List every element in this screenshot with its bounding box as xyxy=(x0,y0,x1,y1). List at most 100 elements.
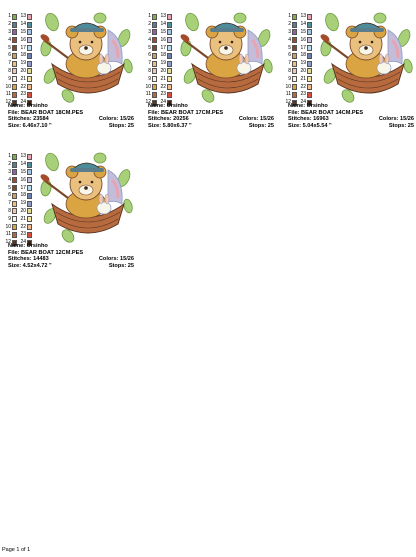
design-card: 1 13 2 14 3 15 4 16 5 17 6 18 7 19 8 20 9 21 10 22 11 23 12 24 xyxy=(2,8,134,129)
thread-number: 9 xyxy=(8,75,11,82)
thread-swatch xyxy=(167,52,172,59)
thread-swatch xyxy=(12,68,17,75)
thread-swatch xyxy=(27,45,32,52)
design-stops: Stops: 25 xyxy=(108,122,134,129)
thread-number: 17 xyxy=(160,44,166,51)
thread-number: 9 xyxy=(148,75,151,82)
thread-number: 8 xyxy=(148,67,151,74)
thread-color-row: 6 18 xyxy=(2,52,46,60)
thread-color-row: 5 17 xyxy=(2,184,46,192)
thread-swatch xyxy=(152,52,157,59)
thread-swatch xyxy=(27,60,32,67)
thread-swatch xyxy=(12,45,17,52)
thread-swatch xyxy=(27,169,32,176)
thread-swatch xyxy=(152,84,157,91)
thread-number: 5 xyxy=(8,184,11,191)
thread-number: 12 xyxy=(5,239,11,246)
bear-boat-embroidery-image xyxy=(320,12,413,103)
thread-number: 14 xyxy=(20,161,26,168)
thread-swatch xyxy=(307,29,312,36)
thread-color-list: 1 13 2 14 3 15 4 16 5 17 6 18 7 19 8 20 9 21 10 22 11 23 12 24 xyxy=(142,13,186,107)
thread-number: 10 xyxy=(285,83,291,90)
thread-number: 20 xyxy=(160,67,166,74)
thread-swatch xyxy=(292,99,297,106)
thread-number: 4 xyxy=(8,176,11,183)
design-stitches: Stitches: 23584 xyxy=(8,116,49,123)
thread-color-row: 11 23 xyxy=(282,91,326,99)
thread-color-list: 1 13 2 14 3 15 4 16 5 17 6 18 7 19 8 20 9 21 10 22 11 23 12 24 xyxy=(282,13,326,107)
thread-number: 15 xyxy=(160,28,166,35)
thread-swatch xyxy=(12,60,17,67)
thread-number: 6 xyxy=(288,52,291,59)
thread-swatch xyxy=(307,60,312,67)
thread-swatch xyxy=(27,200,32,207)
thread-number: 16 xyxy=(300,36,306,43)
thread-swatch xyxy=(27,192,32,199)
thread-number: 1 xyxy=(8,153,11,160)
thread-swatch xyxy=(152,99,157,106)
design-colors: Colors: 15/26 xyxy=(98,116,134,123)
design-preview: 1 13 2 14 3 15 4 16 5 17 6 18 7 19 8 20 9 21 10 22 11 23 12 24 xyxy=(2,8,134,107)
thread-swatch xyxy=(167,37,172,44)
thread-color-row: 11 23 xyxy=(2,231,46,239)
thread-swatch xyxy=(12,185,17,192)
thread-swatch xyxy=(307,84,312,91)
bear-boat-embroidery-image xyxy=(180,12,273,103)
thread-swatch xyxy=(167,99,172,106)
thread-number: 4 xyxy=(8,36,11,43)
thread-number: 1 xyxy=(148,13,151,20)
thread-swatch xyxy=(152,21,157,28)
thread-swatch xyxy=(292,76,297,83)
thread-number: 8 xyxy=(8,207,11,214)
thread-color-row: 4 16 xyxy=(282,36,326,44)
thread-color-row: 7 19 xyxy=(2,60,46,68)
thread-swatch xyxy=(27,224,32,231)
thread-swatch xyxy=(292,91,297,98)
thread-swatch xyxy=(12,192,17,199)
thread-number: 24 xyxy=(20,239,26,246)
thread-swatch xyxy=(12,29,17,36)
design-stitches: Stitches: 14483 xyxy=(8,256,49,263)
design-size: Size: 5.04x5.54 " xyxy=(288,122,332,129)
thread-swatch xyxy=(152,29,157,36)
thread-number: 3 xyxy=(148,28,151,35)
thread-number: 14 xyxy=(20,21,26,28)
thread-number: 12 xyxy=(5,99,11,106)
thread-color-row: 7 19 xyxy=(2,200,46,208)
thread-color-row: 5 17 xyxy=(2,44,46,52)
thread-number: 23 xyxy=(20,91,26,98)
thread-number: 5 xyxy=(8,44,11,51)
thread-swatch xyxy=(152,76,157,83)
thread-number: 7 xyxy=(8,60,11,67)
thread-number: 21 xyxy=(20,75,26,82)
thread-swatch xyxy=(27,37,32,44)
thread-swatch xyxy=(27,68,32,75)
thread-swatch xyxy=(27,153,32,160)
thread-number: 2 xyxy=(8,21,11,28)
thread-number: 22 xyxy=(20,223,26,230)
thread-number: 24 xyxy=(20,99,26,106)
thread-swatch xyxy=(12,177,17,184)
thread-number: 18 xyxy=(20,52,26,59)
thread-color-row: 3 15 xyxy=(142,29,186,37)
thread-swatch xyxy=(12,208,17,215)
thread-swatch xyxy=(12,76,17,83)
thread-number: 16 xyxy=(20,176,26,183)
thread-number: 15 xyxy=(20,28,26,35)
thread-number: 18 xyxy=(300,52,306,59)
thread-number: 22 xyxy=(20,83,26,90)
thread-swatch xyxy=(12,21,17,28)
thread-number: 12 xyxy=(145,99,151,106)
design-preview: 1 13 2 14 3 15 4 16 5 17 6 18 7 19 8 20 9 21 10 22 11 23 12 24 xyxy=(282,8,414,107)
thread-swatch xyxy=(307,21,312,28)
design-size: Size: 4.52x4.72 " xyxy=(8,262,52,269)
thread-swatch xyxy=(27,216,32,223)
thread-number: 24 xyxy=(160,99,166,106)
thread-color-row: 2 14 xyxy=(142,21,186,29)
thread-swatch xyxy=(12,13,17,20)
thread-swatch xyxy=(27,52,32,59)
thread-color-row: 11 23 xyxy=(2,91,46,99)
thread-color-row: 12 24 xyxy=(2,99,46,107)
thread-swatch xyxy=(307,37,312,44)
